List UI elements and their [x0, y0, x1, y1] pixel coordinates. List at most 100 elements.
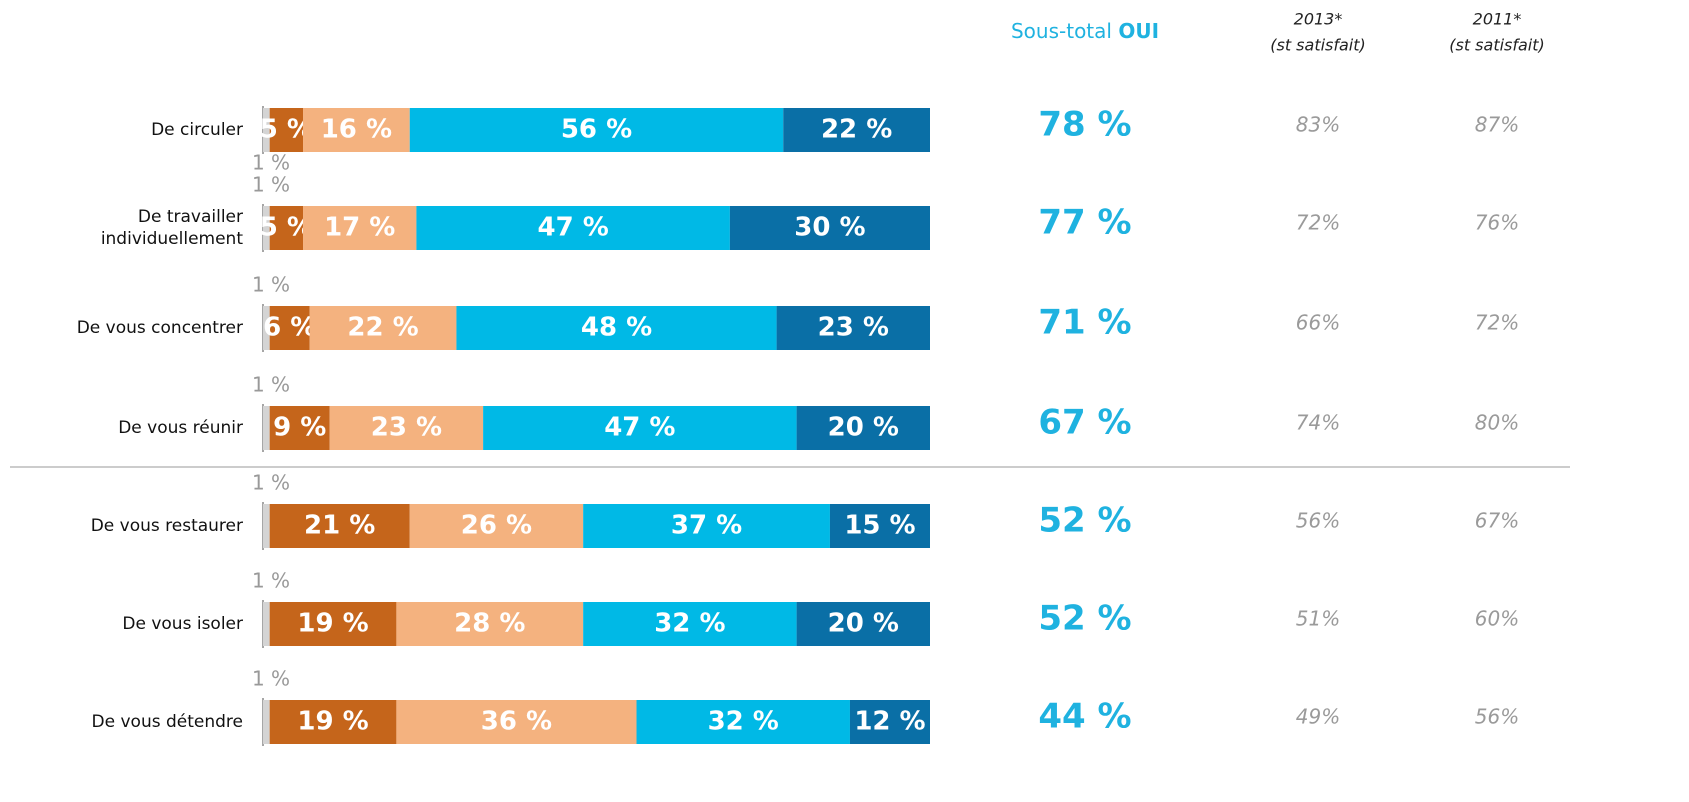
- value-label: 48 %: [581, 313, 652, 343]
- bar-segment: [269, 206, 304, 250]
- value-label: 28 %: [454, 609, 525, 639]
- value-label: 22 %: [821, 115, 892, 145]
- column-title: 2013*: [1294, 10, 1343, 29]
- value-label: 9 %: [273, 413, 326, 443]
- column-value: 52 %: [1038, 599, 1131, 639]
- value-label: 47 %: [604, 413, 675, 443]
- category-label: De vous restaurer: [90, 516, 243, 536]
- category-label: De vous réunir: [118, 418, 243, 438]
- value-label: 1 %: [252, 471, 290, 495]
- column-title: 2011*: [1473, 10, 1522, 29]
- category-label: De vous concentrer: [76, 318, 243, 338]
- bar-segment: [263, 206, 270, 250]
- bar-segment: [456, 306, 777, 350]
- value-label: 30 %: [794, 213, 865, 243]
- value-label: 6 %: [263, 313, 316, 343]
- column-value: 72%: [1296, 211, 1340, 235]
- value-label: 1 %: [252, 569, 290, 593]
- bar-segment: [396, 602, 584, 646]
- subtotal-header: Sous-total OUI: [1011, 19, 1159, 43]
- bar-segment: [269, 602, 397, 646]
- value-label: 15 %: [844, 511, 915, 541]
- bar-segment: [263, 504, 270, 548]
- category-label: De circuler: [151, 120, 243, 140]
- column-value: 56%: [1296, 509, 1340, 533]
- category-label: De vous détendre: [91, 712, 243, 732]
- value-label: 47 %: [538, 213, 609, 243]
- bar-segment: [796, 406, 930, 450]
- column-value: 49%: [1296, 705, 1340, 729]
- value-label: 20 %: [828, 609, 899, 639]
- bar-segment: [303, 108, 410, 152]
- value-label: 1 %: [252, 373, 290, 397]
- bar-segment: [483, 406, 797, 450]
- column-value: 87%: [1475, 113, 1519, 137]
- column-value: 56%: [1475, 705, 1519, 729]
- value-label: 17 %: [324, 213, 395, 243]
- value-label: 1 %: [252, 667, 290, 691]
- bar-segment: [776, 306, 930, 350]
- value-label: 23 %: [818, 313, 889, 343]
- column-value: 44 %: [1038, 697, 1131, 737]
- column-value: 71 %: [1038, 303, 1131, 343]
- column-value: 83%: [1296, 113, 1340, 137]
- subtotal-title: Sous-total: [1011, 19, 1112, 43]
- bar-segment: [269, 700, 397, 744]
- column-value: 51%: [1296, 607, 1340, 631]
- bar-segment: [263, 602, 270, 646]
- subtotal-title-bold: OUI: [1118, 19, 1159, 43]
- value-label: 1 %: [252, 151, 290, 175]
- value-label: 16 %: [321, 115, 392, 145]
- bar-segment: [829, 504, 930, 548]
- bar-segment: [396, 700, 637, 744]
- value-label: 23 %: [371, 413, 442, 443]
- column-value: 74%: [1296, 411, 1340, 435]
- column-value: 77 %: [1038, 203, 1131, 243]
- value-label: 20 %: [828, 413, 899, 443]
- value-label: 37 %: [671, 511, 742, 541]
- value-label: 36 %: [481, 707, 552, 737]
- bar-segment: [636, 700, 850, 744]
- bar-segment: [309, 306, 457, 350]
- bar-segment: [263, 406, 270, 450]
- column-value: 66%: [1296, 311, 1340, 335]
- bar-segment: [269, 108, 304, 152]
- bar-segment: [263, 700, 270, 744]
- value-label: 1 %: [252, 173, 290, 197]
- column-value: 67 %: [1038, 403, 1131, 443]
- bar-segment: [583, 602, 797, 646]
- bar-segment: [269, 504, 410, 548]
- column-value: 60%: [1475, 607, 1519, 631]
- bar-segment: [849, 700, 930, 744]
- bar-segment: [409, 504, 584, 548]
- bar-segment: [269, 306, 310, 350]
- bar-segment: [303, 206, 417, 250]
- column-subtitle: (st satisfait): [1449, 36, 1545, 55]
- category-label: De travailler individuellement: [100, 207, 243, 249]
- bar-segment: [329, 406, 484, 450]
- column-value: 80%: [1475, 411, 1519, 435]
- bar-segment: [269, 406, 330, 450]
- value-label: 21 %: [304, 511, 375, 541]
- bar-segment: [783, 108, 930, 152]
- category-label: De vous isoler: [122, 614, 243, 634]
- bar-segment: [263, 108, 270, 152]
- bar-segment: [263, 306, 270, 350]
- value-label: 26 %: [461, 511, 532, 541]
- bar-segment: [416, 206, 730, 250]
- value-label: 22 %: [347, 313, 418, 343]
- column-value: 76%: [1475, 211, 1519, 235]
- column-value: 52 %: [1038, 501, 1131, 541]
- column-value: 78 %: [1038, 105, 1131, 145]
- bar-segment: [796, 602, 930, 646]
- bar-segment: [583, 504, 830, 548]
- column-value: 72%: [1475, 311, 1519, 335]
- value-label: 19 %: [297, 707, 368, 737]
- value-label: 12 %: [854, 707, 925, 737]
- bar-segment: [729, 206, 930, 250]
- value-label: 1 %: [252, 273, 290, 297]
- value-label: 56 %: [561, 115, 632, 145]
- column-value: 67%: [1475, 509, 1519, 533]
